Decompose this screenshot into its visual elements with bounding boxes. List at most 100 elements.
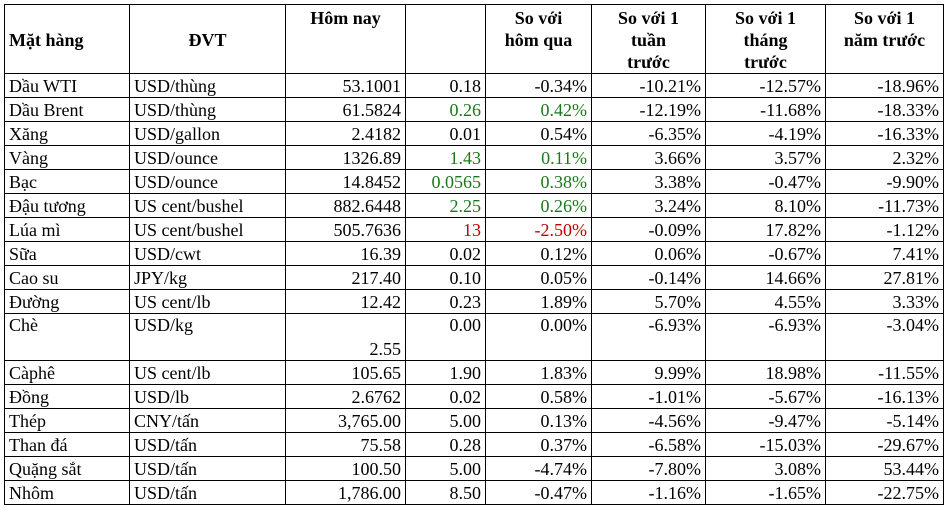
cell-vs-month: -5.67% bbox=[705, 384, 826, 409]
table-row: Than đá USD/tấn 75.58 0.28 0.37% -6.58% -15.03… bbox=[4, 432, 944, 457]
cell-change: 0.10 bbox=[405, 265, 486, 290]
cell-vs-week: -6.35% bbox=[591, 121, 706, 146]
cell-vs-week: 3.24% bbox=[591, 193, 706, 218]
cell-vs-week: -12.19% bbox=[591, 97, 706, 122]
cell-vs-year: -16.33% bbox=[825, 121, 944, 146]
cell-vs-week: -4.56% bbox=[591, 408, 706, 433]
cell-name: Sữa bbox=[4, 241, 130, 266]
cell-vs-yesterday: -2.50% bbox=[485, 217, 592, 242]
cell-vs-yesterday: -0.47% bbox=[485, 480, 592, 505]
cell-today: 217.40 bbox=[285, 265, 406, 290]
cell-vs-month: -12.57% bbox=[705, 73, 826, 98]
cell-today: 53.1001 bbox=[285, 73, 406, 98]
cell-unit: USD/thùng bbox=[129, 97, 286, 122]
cell-vs-year: -22.75% bbox=[825, 480, 944, 505]
cell-vs-week: -6.58% bbox=[591, 432, 706, 457]
cell-vs-yesterday: 0.26% bbox=[485, 193, 592, 218]
cell-change: 0.18 bbox=[405, 73, 486, 98]
cell-unit: US cent/bushel bbox=[129, 193, 286, 218]
cell-vs-year: -9.90% bbox=[825, 169, 944, 194]
header-vs-month-label: So với 1 tháng trước bbox=[735, 8, 796, 72]
table-row: Càphê US cent/lb 105.65 1.90 1.83% 9.99% 18.98… bbox=[4, 360, 944, 385]
table-row: Lúa mì US cent/bushel 505.7636 13 -2.50% -0.0… bbox=[4, 217, 944, 242]
cell-change: 5.00 bbox=[405, 456, 486, 481]
table-row: Dầu WTI USD/thùng 53.1001 0.18 -0.34% -10.21%… bbox=[4, 73, 944, 98]
cell-vs-year: -11.73% bbox=[825, 193, 944, 218]
cell-today: 882.6448 bbox=[285, 193, 406, 218]
cell-vs-week: -0.09% bbox=[591, 217, 706, 242]
cell-today: 1,786.00 bbox=[285, 480, 406, 505]
cell-unit: USD/lb bbox=[129, 384, 286, 409]
cell-vs-year: 3.33% bbox=[825, 289, 944, 314]
cell-vs-yesterday: 0.38% bbox=[485, 169, 592, 194]
cell-vs-year: -29.67% bbox=[825, 432, 944, 457]
cell-vs-week: -1.16% bbox=[591, 480, 706, 505]
header-vs-yesterday: So với hôm qua bbox=[485, 4, 592, 74]
cell-vs-month: 4.55% bbox=[705, 289, 826, 314]
cell-unit: CNY/tấn bbox=[129, 408, 286, 433]
header-vs-year: So với 1 năm trước bbox=[825, 4, 944, 74]
table-row: Bạc USD/ounce 14.8452 0.0565 0.38% 3.38% -0.47… bbox=[4, 169, 944, 194]
cell-name: Càphê bbox=[4, 360, 130, 385]
table-row: Thép CNY/tấn 3,765.00 5.00 0.13% -4.56% -9.47%… bbox=[4, 408, 944, 433]
cell-name: Cao su bbox=[4, 265, 130, 290]
cell-vs-year: -18.33% bbox=[825, 97, 944, 122]
cell-name: Nhôm bbox=[4, 480, 130, 505]
cell-vs-week: 5.70% bbox=[591, 289, 706, 314]
cell-vs-yesterday: 0.13% bbox=[485, 408, 592, 433]
header-vs-week: So với 1 tuần trước bbox=[591, 4, 706, 74]
cell-vs-yesterday: -0.34% bbox=[485, 73, 592, 98]
cell-vs-week: -7.80% bbox=[591, 456, 706, 481]
cell-change: 0.02 bbox=[405, 384, 486, 409]
cell-vs-year: -5.14% bbox=[825, 408, 944, 433]
cell-change: 5.00 bbox=[405, 408, 486, 433]
cell-vs-yesterday: -4.74% bbox=[485, 456, 592, 481]
header-vs-month: So với 1 tháng trước bbox=[705, 4, 826, 74]
cell-vs-week: 3.38% bbox=[591, 169, 706, 194]
cell-vs-month: -15.03% bbox=[705, 432, 826, 457]
cell-vs-week: -6.93% bbox=[591, 313, 706, 361]
table-row: Nhôm USD/tấn 1,786.00 8.50 -0.47% -1.16% -1.65… bbox=[4, 480, 944, 505]
cell-change: 1.90 bbox=[405, 360, 486, 385]
cell-name: Bạc bbox=[4, 169, 130, 194]
cell-today: 3,765.00 bbox=[285, 408, 406, 433]
cell-vs-yesterday: 0.42% bbox=[485, 97, 592, 122]
table-row: Xăng USD/gallon 2.4182 0.01 0.54% -6.35% -4.19… bbox=[4, 121, 944, 146]
cell-name: Chè bbox=[4, 313, 130, 361]
cell-vs-month: -11.68% bbox=[705, 97, 826, 122]
cell-change: 0.26 bbox=[405, 97, 486, 122]
cell-unit: JPY/kg bbox=[129, 265, 286, 290]
header-today: Hôm nay bbox=[285, 4, 406, 74]
cell-today: 105.65 bbox=[285, 360, 406, 385]
commodity-price-table: Mặt hàng ĐVT Hôm nay So với hôm qua So v… bbox=[4, 4, 944, 505]
cell-vs-week: 0.06% bbox=[591, 241, 706, 266]
table-row: Sữa USD/cwt 16.39 0.02 0.12% 0.06% -0.67% 7.41% bbox=[4, 241, 944, 266]
header-vs-year-label: So với 1 năm trước bbox=[843, 8, 926, 50]
table-row: Đường US cent/lb 12.42 0.23 1.89% 5.70% 4.55% 3… bbox=[4, 289, 944, 314]
cell-unit: USD/tấn bbox=[129, 456, 286, 481]
table-row: Chè USD/kg 2.55 0.00 0.00% -6.93% -6.93% -3.04% bbox=[4, 313, 944, 361]
cell-vs-yesterday: 0.11% bbox=[485, 145, 592, 170]
cell-change: 0.02 bbox=[405, 241, 486, 266]
cell-unit: USD/thùng bbox=[129, 73, 286, 98]
cell-vs-yesterday: 0.54% bbox=[485, 121, 592, 146]
cell-change: 13 bbox=[405, 217, 486, 242]
cell-vs-week: -0.14% bbox=[591, 265, 706, 290]
cell-vs-month: -9.47% bbox=[705, 408, 826, 433]
cell-vs-year: 7.41% bbox=[825, 241, 944, 266]
cell-unit: USD/tấn bbox=[129, 480, 286, 505]
cell-vs-year: -11.55% bbox=[825, 360, 944, 385]
cell-change: 8.50 bbox=[405, 480, 486, 505]
cell-name: Dầu Brent bbox=[4, 97, 130, 122]
cell-today: 100.50 bbox=[285, 456, 406, 481]
header-vs-week-label: So với 1 tuần trước bbox=[618, 8, 679, 72]
cell-name: Vàng bbox=[4, 145, 130, 170]
cell-name: Quặng sắt bbox=[4, 456, 130, 481]
cell-vs-month: -4.19% bbox=[705, 121, 826, 146]
cell-vs-month: 3.08% bbox=[705, 456, 826, 481]
cell-change: 0.0565 bbox=[405, 169, 486, 194]
cell-today: 14.8452 bbox=[285, 169, 406, 194]
table-row: Vàng USD/ounce 1326.89 1.43 0.11% 3.66% 3.57% 2… bbox=[4, 145, 944, 170]
cell-unit: USD/ounce bbox=[129, 169, 286, 194]
cell-name: Thép bbox=[4, 408, 130, 433]
